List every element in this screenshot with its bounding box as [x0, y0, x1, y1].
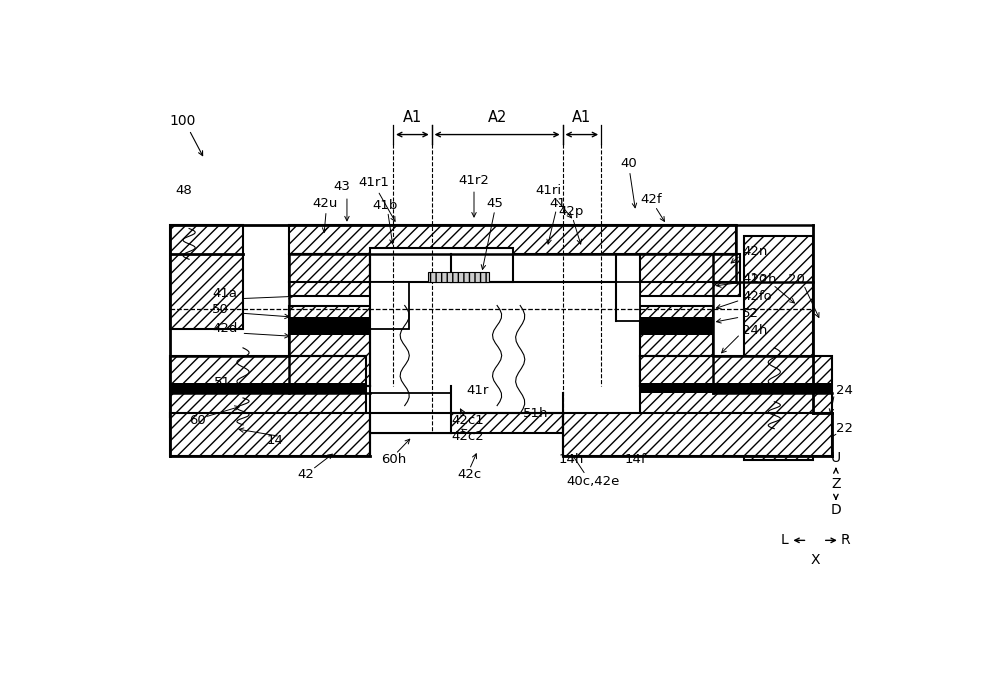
- Text: 48: 48: [175, 184, 192, 197]
- Bar: [170, 356, 366, 417]
- Text: A2: A2: [487, 110, 507, 125]
- Bar: [170, 382, 366, 393]
- Bar: [289, 327, 370, 335]
- Text: 22: 22: [836, 422, 853, 435]
- Text: 42fo: 42fo: [742, 290, 772, 303]
- Text: 50: 50: [212, 303, 229, 316]
- Text: A1: A1: [403, 110, 422, 125]
- Bar: [170, 225, 243, 329]
- Bar: [616, 282, 640, 321]
- Bar: [370, 393, 451, 432]
- Text: 41o: 41o: [742, 272, 767, 285]
- Bar: [640, 327, 713, 335]
- Bar: [289, 306, 370, 386]
- Bar: [640, 356, 832, 417]
- Bar: [744, 236, 813, 460]
- Bar: [289, 254, 370, 296]
- Bar: [640, 317, 713, 331]
- Text: 42c2: 42c2: [451, 430, 484, 443]
- Text: 14f: 14f: [624, 453, 646, 466]
- Bar: [640, 306, 713, 386]
- Bar: [370, 413, 563, 432]
- Bar: [674, 367, 744, 413]
- Text: 41b: 41b: [372, 199, 398, 212]
- Text: 41: 41: [549, 197, 566, 210]
- Text: 51h: 51h: [523, 407, 548, 420]
- Text: 24: 24: [836, 384, 853, 397]
- Bar: [744, 413, 832, 456]
- Text: 42n: 42n: [742, 245, 767, 258]
- Bar: [640, 382, 832, 393]
- Text: 60: 60: [189, 414, 206, 427]
- Text: X: X: [810, 553, 820, 566]
- Text: 40: 40: [620, 158, 637, 171]
- Text: 41r2: 41r2: [459, 174, 489, 187]
- Text: 42d: 42d: [212, 322, 238, 335]
- Bar: [640, 254, 740, 296]
- Text: 24h: 24h: [742, 323, 767, 336]
- Text: 42u: 42u: [312, 197, 338, 210]
- Bar: [563, 413, 832, 456]
- Text: 41a: 41a: [212, 288, 237, 301]
- Text: U: U: [831, 451, 841, 465]
- Bar: [428, 273, 489, 282]
- Text: 42f: 42f: [640, 192, 662, 206]
- Text: 20: 20: [788, 273, 805, 286]
- Text: 14h: 14h: [559, 453, 584, 466]
- Text: 42: 42: [297, 469, 314, 482]
- Text: 52: 52: [742, 307, 759, 320]
- Text: L: L: [780, 534, 788, 547]
- Text: D: D: [831, 503, 841, 516]
- Bar: [370, 248, 512, 282]
- Text: 42c: 42c: [457, 469, 481, 482]
- Text: A1: A1: [572, 110, 591, 125]
- Text: 42p: 42p: [559, 205, 584, 218]
- Text: 22h: 22h: [751, 273, 777, 286]
- Text: 42c1: 42c1: [451, 414, 484, 427]
- Text: 60h: 60h: [382, 453, 407, 466]
- Bar: [289, 317, 370, 331]
- Text: Z: Z: [831, 477, 841, 490]
- Bar: [289, 225, 736, 254]
- Text: 43: 43: [334, 180, 351, 193]
- Text: 14: 14: [266, 434, 283, 447]
- Text: R: R: [841, 534, 851, 547]
- Bar: [370, 282, 409, 329]
- Text: 40c,42e: 40c,42e: [566, 475, 620, 488]
- Text: 41r: 41r: [466, 384, 489, 397]
- Text: 51: 51: [214, 376, 231, 389]
- Bar: [170, 413, 370, 456]
- Text: 41r1: 41r1: [358, 176, 389, 189]
- Text: 45: 45: [486, 197, 503, 210]
- Text: 41ri: 41ri: [536, 184, 562, 197]
- Text: 100: 100: [170, 114, 196, 127]
